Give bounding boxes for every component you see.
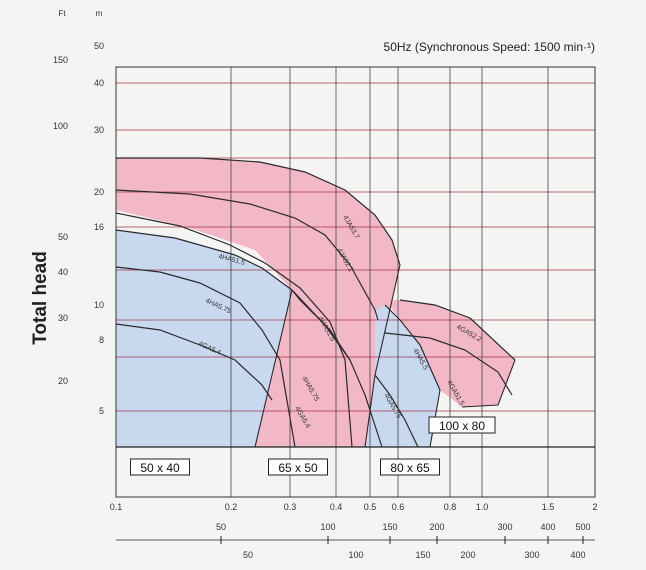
y-tick-label-m: 20 — [94, 187, 104, 197]
x-tick-label-bottom: 200 — [460, 550, 475, 560]
size-label: 65 x 50 — [278, 461, 318, 475]
y-tick-label-ft: 20 — [58, 376, 68, 386]
y-tick-label-m: 10 — [94, 300, 104, 310]
x-tick-label-top: 1.5 — [542, 502, 555, 512]
region-boundary — [461, 359, 516, 408]
y-tick-label-ft: 100 — [53, 121, 68, 131]
x-tick-label-top: 0.5 — [364, 502, 377, 512]
y-tick-label-m: 40 — [94, 78, 104, 88]
y-tick-label-m: 5 — [99, 406, 104, 416]
x-tick-label-bottom: 300 — [524, 550, 539, 560]
y-tick-label-ft: 50 — [58, 232, 68, 242]
x-tick-label-mid: 200 — [429, 522, 444, 532]
y-tick-label-m: 30 — [94, 125, 104, 135]
performance-curve — [115, 189, 379, 321]
x-tick-label-top: 0.3 — [284, 502, 297, 512]
size-box — [268, 458, 328, 476]
y-tick-label-ft: 30 — [58, 313, 68, 323]
x-tick-label-mid: 150 — [382, 522, 397, 532]
x-tick-label-top: 0.2 — [225, 502, 238, 512]
y-tick-label-m: 8 — [99, 335, 104, 345]
x-tick-label-bottom: 100 — [348, 550, 363, 560]
size-box — [130, 458, 190, 476]
x-tick-label-bottom: 150 — [415, 550, 430, 560]
x-tick-label-mid: 50 — [216, 522, 226, 532]
x-tick-label-mid: 400 — [540, 522, 555, 532]
y-tick-label-ft: 40 — [58, 267, 68, 277]
size-box — [380, 458, 440, 476]
x-tick-label-mid: 100 — [320, 522, 335, 532]
performance-curve — [115, 212, 353, 448]
x-tick-label-mid: 300 — [497, 522, 512, 532]
region-boundary — [254, 289, 293, 448]
performance-curve — [384, 332, 513, 396]
plot-frame — [115, 66, 596, 498]
x-tick-label-top: 0.8 — [444, 502, 457, 512]
x-tick-label-top: 0.4 — [330, 502, 343, 512]
chart-subtitle: 50Hz (Synchronous Speed: 1500 min·¹) — [384, 40, 595, 54]
x-tick-label-top: 2 — [592, 502, 597, 512]
performance-curve — [116, 157, 401, 266]
performance-curve — [115, 229, 351, 361]
region-pink-upper — [116, 158, 400, 447]
region-blue-right — [365, 305, 440, 447]
y-tick-label-ft: 150 — [53, 55, 68, 65]
region-blue-left — [116, 230, 292, 447]
region-layer — [116, 158, 515, 447]
performance-curve — [374, 374, 419, 448]
performance-curve — [384, 304, 441, 391]
size-box — [428, 416, 496, 434]
y-axis-label: Total head — [30, 251, 51, 345]
size-label: 100 x 80 — [439, 419, 485, 433]
performance-curve — [115, 266, 296, 448]
left-unit-label: Ft — [58, 9, 66, 18]
x-tick-label-top: 1.0 — [476, 502, 489, 512]
x-tick-label-bottom: 400 — [570, 550, 585, 560]
x-tick-label-bottom: 50 — [243, 550, 253, 560]
x-tick-label-mid: 500 — [575, 522, 590, 532]
y-tick-label-m: 16 — [94, 222, 104, 232]
size-label: 80 x 65 — [390, 461, 430, 475]
performance-curve — [399, 299, 516, 361]
x-tick-label-top: 0.6 — [392, 502, 405, 512]
tick-layer: 5 8 10 16 20 30 40 50 20 30 40 50 100 150 0.1 0.2 0.3 0.4… — [53, 41, 598, 560]
region-boundary — [364, 264, 401, 448]
right-unit-label: m — [96, 9, 103, 18]
y-tick-label-m: 50 — [94, 41, 104, 51]
size-label: 50 x 40 — [140, 461, 180, 475]
x-tick-label-top: 0.1 — [110, 502, 123, 512]
performance-curve — [115, 323, 273, 401]
